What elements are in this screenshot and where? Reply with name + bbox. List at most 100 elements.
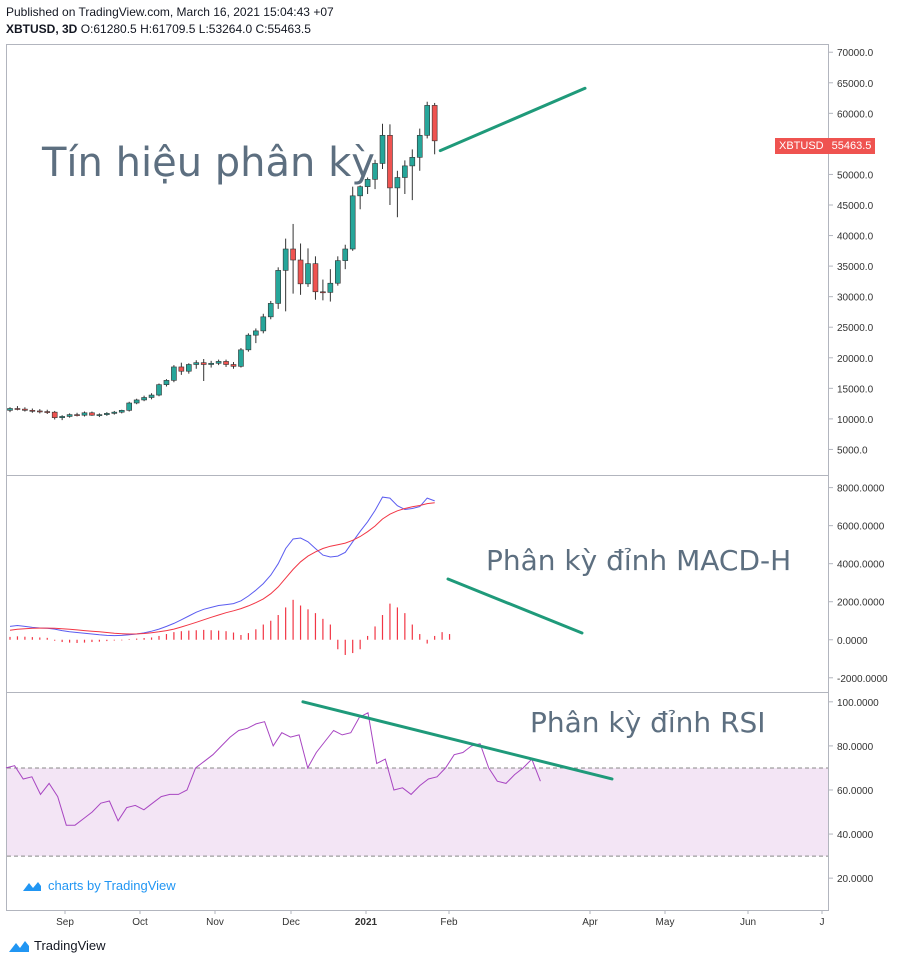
y-tick-label: 80.0000 [837, 742, 874, 753]
candle-body [215, 361, 222, 364]
histogram-bar [165, 634, 168, 640]
histogram-bar [285, 607, 287, 640]
macd-trendline [446, 577, 584, 635]
x-axis-labels: Sep Oct Nov Dec 2021 Feb Apr May Jun J [56, 910, 825, 928]
y-tick-label: 10000.0 [837, 415, 874, 426]
candle-body [156, 384, 162, 396]
histogram-bar [240, 634, 242, 640]
candle-body [133, 399, 140, 404]
candle-body [111, 411, 118, 414]
candle-body [89, 412, 95, 416]
y-tick-label: 70000.0 [837, 48, 874, 59]
candle-body [36, 410, 43, 413]
plot-frame [6, 44, 829, 911]
histogram-bar [411, 624, 413, 640]
y-tick-label: 4000.0000 [837, 560, 885, 571]
candle-body [200, 362, 207, 365]
histogram-bar [143, 638, 145, 640]
histogram-bar [277, 615, 279, 640]
histogram-bar [173, 632, 175, 640]
histogram-bar [150, 637, 153, 640]
candle-body [29, 410, 36, 412]
candle-body [51, 411, 58, 418]
x-tick-label: J [820, 917, 825, 928]
candle-body [118, 410, 125, 413]
histogram-bar [218, 630, 220, 640]
histogram-bar [448, 634, 451, 640]
candle-body [349, 195, 356, 250]
watermark[interactable]: charts by TradingView [22, 878, 176, 893]
candle-body [59, 416, 65, 418]
histogram-bar [374, 626, 376, 640]
pane-borders [6, 44, 829, 911]
histogram-bar [255, 629, 257, 640]
publish-info: Published on TradingView.com, March 16, … [6, 5, 334, 19]
rsi-band [7, 767, 828, 857]
x-tick-label: Oct [132, 917, 148, 928]
candle-body [372, 163, 378, 180]
y-tick-label: 25000.0 [837, 323, 874, 334]
histogram-bar [195, 630, 197, 640]
histogram-bar [314, 613, 317, 640]
x-tick-label: Nov [206, 917, 224, 928]
x-tick-label: Feb [440, 917, 458, 928]
candle-body [163, 380, 170, 385]
candle-body [44, 411, 51, 413]
y-tick-label: 6000.0000 [837, 522, 885, 533]
y-tick-label: -2000.0000 [837, 674, 888, 685]
y-tick-label: 65000.0 [837, 79, 874, 90]
candle-body [223, 361, 229, 365]
watermark-label: charts by TradingView [48, 878, 176, 893]
histogram-bar [270, 620, 272, 640]
histogram-bar [426, 639, 428, 644]
histogram-bar [337, 639, 339, 650]
histogram-bar [188, 630, 190, 640]
histogram-bar [419, 634, 421, 640]
histogram-bar [434, 635, 436, 640]
histogram-bar [307, 609, 309, 640]
candle-body [126, 402, 132, 411]
rsi-line [5, 712, 541, 826]
histogram-bar [91, 639, 93, 643]
histogram-bar [367, 635, 369, 640]
histogram-bar [292, 599, 294, 640]
candle-body [394, 177, 401, 189]
symbol-label: XBTUSD, 3D [6, 22, 78, 36]
tradingview-logo-icon [9, 940, 29, 952]
y-tick-label: 15000.0 [837, 384, 874, 395]
candle-body [245, 334, 252, 351]
histogram-bar [322, 618, 324, 640]
histogram-bar [54, 639, 56, 641]
candle-body [238, 349, 244, 367]
candle-body [66, 414, 73, 417]
footer-brand[interactable]: TradingView [8, 938, 106, 953]
histogram-bar [180, 631, 182, 640]
candle-body [96, 414, 103, 416]
y-tick-label: 40.0000 [837, 830, 874, 841]
candle-body [290, 248, 296, 261]
annotation-macd-divergence: Phân kỳ đỉnh MACD-H [486, 544, 792, 577]
candle-body [357, 186, 363, 197]
candles [7, 101, 438, 421]
histogram-bar [262, 624, 264, 640]
histogram-bar [404, 613, 406, 640]
annotation-divergence-signal: Tín hiệu phân kỳ [42, 140, 375, 186]
candle-body [305, 263, 311, 285]
x-tick-label: Apr [582, 917, 598, 928]
candle-body [431, 105, 438, 142]
histogram-bar [203, 629, 205, 640]
rsi-trendline [301, 700, 614, 781]
tradingview-logo-icon [23, 881, 41, 891]
histogram-bar [158, 635, 160, 640]
histogram-bar [46, 637, 48, 640]
price-tag-symbol: XBTUSD [775, 138, 828, 154]
histogram-bar [136, 638, 138, 640]
y-tick-label: 5000.0 [837, 445, 868, 456]
rsi-levels [7, 767, 828, 857]
histogram-bar [61, 639, 63, 643]
histogram-bar [24, 636, 26, 640]
last-price-tag: XBTUSD 55463.5 [775, 138, 876, 154]
symbol-ohlc: XBTUSD, 3D O:61280.5 H:61709.5 L:53264.0… [6, 22, 311, 36]
candle-body [364, 179, 371, 187]
candle-body [387, 135, 393, 189]
